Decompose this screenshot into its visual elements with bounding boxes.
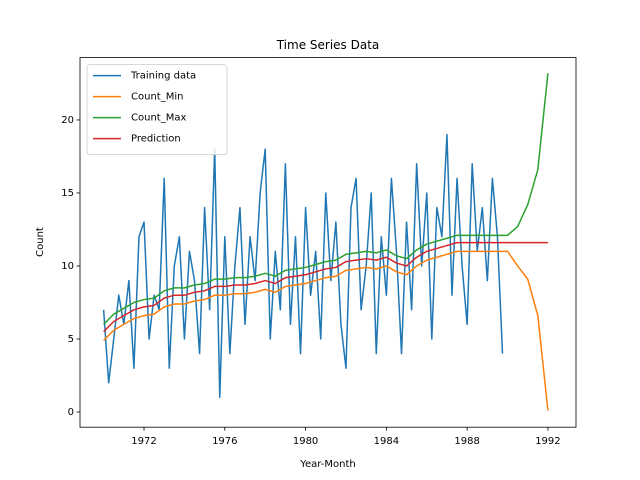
x-axis-label: Year-Month	[299, 459, 355, 470]
legend-label: Count_Max	[131, 113, 186, 124]
series-line	[103, 250, 549, 411]
y-tick-label: 20	[61, 115, 74, 126]
x-tick-label: 1992	[535, 436, 560, 447]
x-tick-label: 1984	[374, 436, 399, 447]
legend-label: Prediction	[131, 134, 181, 145]
y-tick-label: 0	[68, 407, 74, 418]
chart-title: Time Series Data	[276, 38, 380, 52]
legend-label: Count_Min	[131, 92, 183, 103]
x-tick-label: 1976	[212, 436, 237, 447]
x-tick-label: 1980	[293, 436, 318, 447]
y-tick-label: 5	[68, 334, 74, 345]
legend-box	[86, 64, 228, 155]
legend-label: Training data	[130, 71, 196, 82]
plot-frame	[79, 57, 577, 428]
y-axis-label: Count	[35, 227, 46, 257]
y-tick-label: 10	[61, 261, 74, 272]
series-line	[103, 241, 548, 333]
y-tick-label: 15	[61, 188, 74, 199]
x-tick-label: 1988	[454, 436, 479, 447]
series-line	[102, 133, 504, 399]
x-tick-label: 1972	[131, 436, 156, 447]
series-line	[103, 73, 549, 325]
